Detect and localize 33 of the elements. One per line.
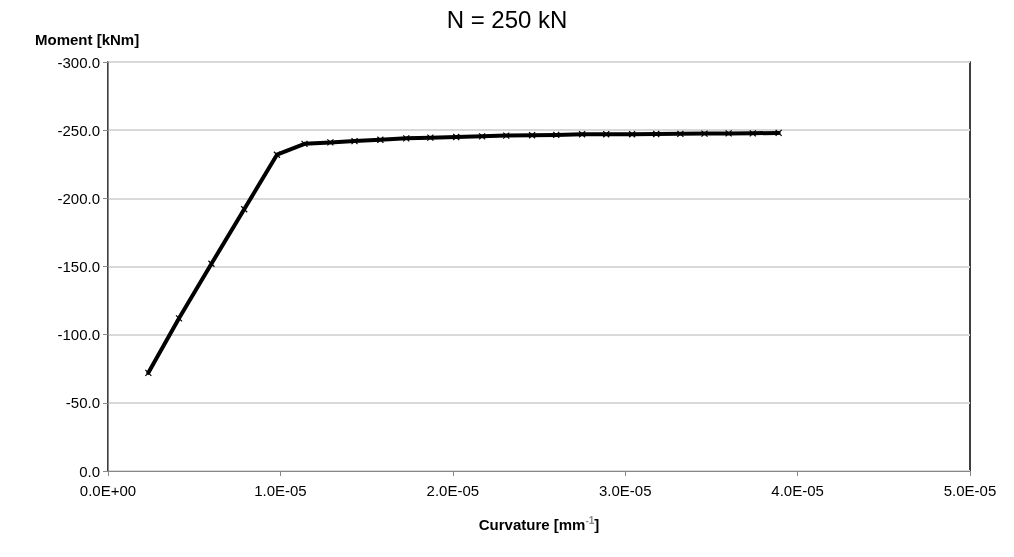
point [376,136,384,144]
y-axis-title: Moment [kNm] [35,31,140,48]
point [452,133,460,141]
point [552,131,560,139]
chart-title: N = 250 kN [446,5,568,33]
y-tick-label: 0.0 [79,462,100,480]
y-tick-label: -200.0 [57,189,100,207]
x-tick-label: 4.0E-05 [771,482,824,499]
y-tick-label: -100.0 [57,326,100,344]
y-tick-label: -150.0 [57,258,100,275]
x-tick-label: 5.0E-05 [943,482,997,499]
x-tick-label: 0.0E+00 [79,482,137,499]
point [502,132,510,140]
point [273,151,281,159]
x-tick-label: 2.0E-05 [426,482,480,499]
y-tick-label: -250.0 [57,121,100,139]
point [478,132,486,140]
point [175,314,183,322]
point [402,134,410,142]
point [578,130,586,138]
point [350,137,359,145]
point [628,130,636,138]
point [144,369,152,377]
y-tick-label: -300.0 [57,53,100,71]
point [207,260,216,268]
point [300,140,309,148]
x-tick-label: 3.0E-05 [598,482,652,499]
point [676,130,684,138]
x-tick-label: 1.0E-05 [254,482,307,499]
y-tick-label: -50.0 [65,394,100,412]
point [775,129,783,137]
point [528,131,536,139]
point [652,130,660,138]
